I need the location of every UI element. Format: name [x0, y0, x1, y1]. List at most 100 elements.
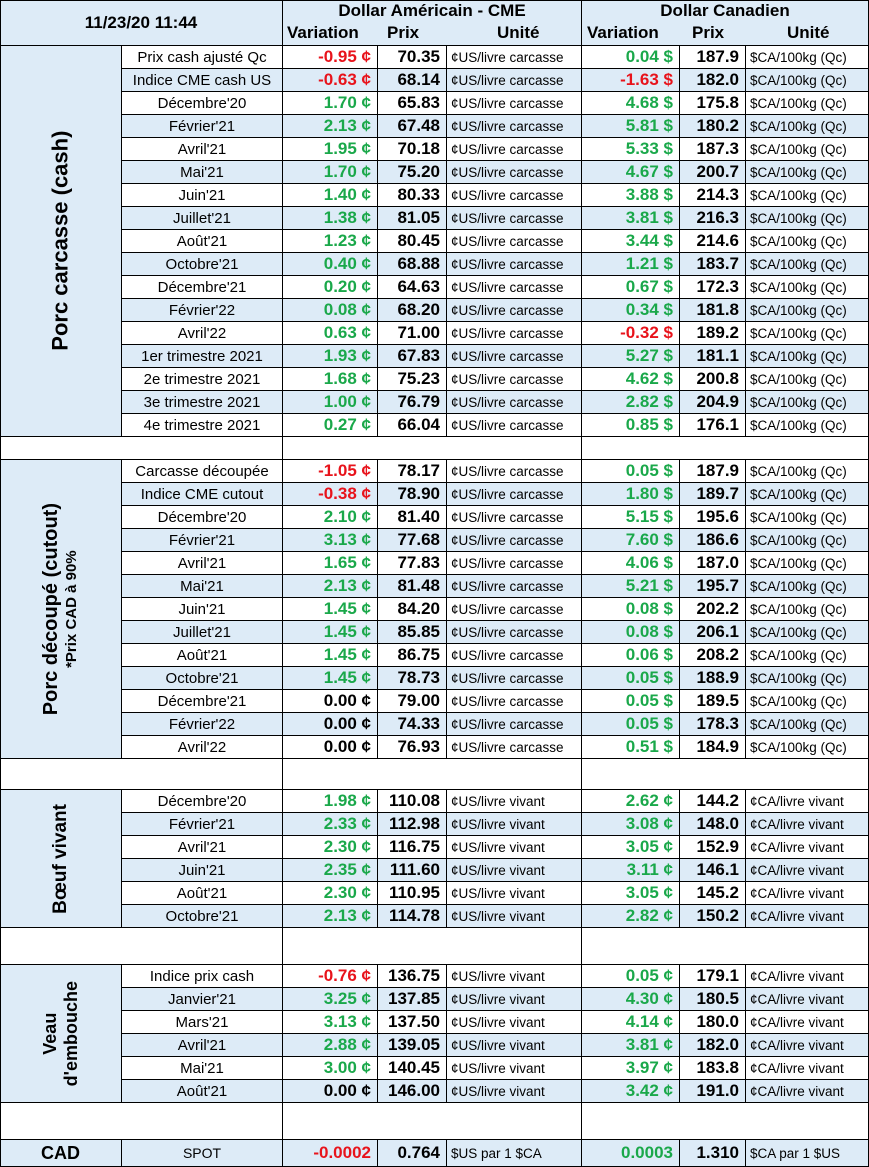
- row-label: Mars'21: [122, 1011, 283, 1034]
- cad-unit: ¢CA/livre vivant: [746, 1057, 869, 1080]
- cad-unit: $CA/100kg (Qc): [746, 276, 869, 299]
- usd-price: 84.20: [378, 598, 447, 621]
- cad-unit: ¢CA/livre vivant: [746, 836, 869, 859]
- cad-unit: $CA/100kg (Qc): [746, 690, 869, 713]
- cad-price: 175.8: [680, 92, 746, 115]
- usd-unit: ¢US/livre vivant: [447, 1034, 582, 1057]
- usd-price: 68.20: [378, 299, 447, 322]
- spacer-row: [283, 437, 582, 460]
- cad-col-prix: Prix: [692, 23, 725, 42]
- cad-unit: $CA/100kg (Qc): [746, 414, 869, 437]
- row-label: Janvier'21: [122, 988, 283, 1011]
- cad-price: 204.9: [680, 391, 746, 414]
- cad-variation: 0.34 $: [582, 299, 680, 322]
- cad-unit: $CA/100kg (Qc): [746, 69, 869, 92]
- cad-variation: 4.62 $: [582, 368, 680, 391]
- usd-variation: 0.00 ¢: [283, 1080, 378, 1103]
- usd-price: 79.00: [378, 690, 447, 713]
- row-label: Octobre'21: [122, 905, 283, 928]
- category-title: Veau: [39, 1012, 60, 1055]
- usd-price: 112.98: [378, 813, 447, 836]
- usd-unit: ¢US/livre vivant: [447, 965, 582, 988]
- usd-variation: 1.45 ¢: [283, 667, 378, 690]
- cad-unit: ¢CA/livre vivant: [746, 988, 869, 1011]
- spacer-row: [582, 928, 869, 965]
- cad-unit: $CA/100kg (Qc): [746, 713, 869, 736]
- cad-unit: ¢CA/livre vivant: [746, 813, 869, 836]
- usd-price: 71.00: [378, 322, 447, 345]
- row-label: Décembre'21: [122, 690, 283, 713]
- usd-price: 137.85: [378, 988, 447, 1011]
- usd-unit: ¢US/livre carcasse: [447, 713, 582, 736]
- cad-unit: $CA/100kg (Qc): [746, 46, 869, 69]
- row-label: Avril'21: [122, 552, 283, 575]
- cad-price: 180.5: [680, 988, 746, 1011]
- usd-unit: ¢US/livre vivant: [447, 1011, 582, 1034]
- usd-unit: ¢US/livre vivant: [447, 836, 582, 859]
- usd-variation: -1.05 ¢: [283, 460, 378, 483]
- usd-unit: ¢US/livre carcasse: [447, 667, 582, 690]
- cad-unit: $CA/100kg (Qc): [746, 575, 869, 598]
- cad-price: 200.7: [680, 161, 746, 184]
- cad-variation: 3.08 ¢: [582, 813, 680, 836]
- usd-variation: 0.08 ¢: [283, 299, 378, 322]
- spacer-row: [582, 1103, 869, 1140]
- row-label: Octobre'21: [122, 667, 283, 690]
- usd-unit: ¢US/livre carcasse: [447, 253, 582, 276]
- cad-price: 181.8: [680, 299, 746, 322]
- category-cell: Veau d'embouche: [0, 965, 122, 1103]
- cad-variation: 0.05 ¢: [582, 965, 680, 988]
- cad-price: 183.7: [680, 253, 746, 276]
- usd-price: 80.33: [378, 184, 447, 207]
- usd-variation: -0.95 ¢: [283, 46, 378, 69]
- usd-variation: 2.13 ¢: [283, 905, 378, 928]
- cad-price: 184.9: [680, 736, 746, 759]
- cad-col-unite: Unité: [787, 23, 830, 42]
- cad-unit: ¢CA/livre vivant: [746, 790, 869, 813]
- cad-unit: $CA/100kg (Qc): [746, 391, 869, 414]
- row-label: Août'21: [122, 1080, 283, 1103]
- usd-col-labels: Variation Prix Unité: [283, 22, 581, 44]
- usd-variation: -0.76 ¢: [283, 965, 378, 988]
- cad-variation: 4.68 $: [582, 92, 680, 115]
- usd-price: 114.78: [378, 905, 447, 928]
- usd-price: 85.85: [378, 621, 447, 644]
- category-cell: Porc carcasse (cash): [0, 46, 122, 437]
- row-label: 4e trimestre 2021: [122, 414, 283, 437]
- cad-unit: ¢CA/livre vivant: [746, 905, 869, 928]
- usd-unit: ¢US/livre vivant: [447, 988, 582, 1011]
- usd-variation: 0.00 ¢: [283, 736, 378, 759]
- usd-col-variation: Variation: [287, 23, 359, 42]
- usd-variation: 1.23 ¢: [283, 230, 378, 253]
- row-label: Août'21: [122, 882, 283, 905]
- cad-variation: 5.27 $: [582, 345, 680, 368]
- usd-price: 65.83: [378, 92, 447, 115]
- cad-price: 178.3: [680, 713, 746, 736]
- cad-price: 187.9: [680, 46, 746, 69]
- cad-unit: $CA/100kg (Qc): [746, 506, 869, 529]
- usd-variation: 1.70 ¢: [283, 92, 378, 115]
- usd-col-prix: Prix: [387, 23, 420, 42]
- row-label: Décembre'20: [122, 790, 283, 813]
- cad-unit: $CA/100kg (Qc): [746, 552, 869, 575]
- row-label: Juin'21: [122, 184, 283, 207]
- usd-price: 77.83: [378, 552, 447, 575]
- usd-unit: ¢US/livre vivant: [447, 1080, 582, 1103]
- usd-variation: 2.30 ¢: [283, 836, 378, 859]
- usd-unit: ¢US/livre carcasse: [447, 46, 582, 69]
- usd-price: 110.95: [378, 882, 447, 905]
- row-label: Juillet'21: [122, 621, 283, 644]
- cad-unit: $CA/100kg (Qc): [746, 207, 869, 230]
- usd-variation: 1.93 ¢: [283, 345, 378, 368]
- usd-unit: ¢US/livre carcasse: [447, 644, 582, 667]
- cad-price: 186.6: [680, 529, 746, 552]
- cad-variation: 2.82 ¢: [582, 905, 680, 928]
- row-label: Février'21: [122, 813, 283, 836]
- cad-price: 191.0: [680, 1080, 746, 1103]
- cad-price: 216.3: [680, 207, 746, 230]
- cad-unit: $CA/100kg (Qc): [746, 644, 869, 667]
- cad-cad-price: 1.310: [680, 1140, 746, 1167]
- usd-variation: 1.00 ¢: [283, 391, 378, 414]
- cad-price: 183.8: [680, 1057, 746, 1080]
- cad-variation: 3.44 $: [582, 230, 680, 253]
